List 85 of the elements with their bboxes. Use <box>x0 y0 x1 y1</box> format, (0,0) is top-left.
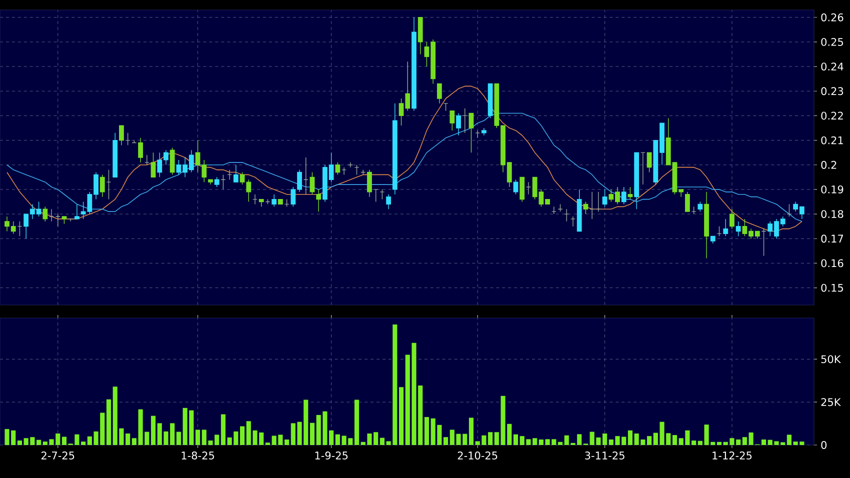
bar <box>62 436 67 445</box>
y-tick-label: 0.16 <box>821 259 844 268</box>
bar <box>468 418 474 445</box>
bar <box>424 417 430 445</box>
bar <box>742 437 747 445</box>
candlestick <box>698 201 703 212</box>
bar <box>220 414 226 445</box>
bar <box>150 416 156 445</box>
candlestick <box>367 169 372 198</box>
y-tick-label: 0 <box>821 441 827 449</box>
candlestick <box>272 194 277 208</box>
candlestick <box>150 152 156 178</box>
y-tick-label: 0.25 <box>821 38 843 46</box>
candlestick <box>736 221 741 237</box>
bar <box>786 434 792 445</box>
x-tick-label: 1-9-25 <box>315 452 348 460</box>
bar <box>692 440 696 445</box>
bar <box>513 434 518 445</box>
x-tick-label: 3-11-25 <box>585 452 624 460</box>
candlestick <box>723 218 728 237</box>
candlestick <box>730 208 734 230</box>
bar <box>716 442 722 445</box>
bar <box>444 437 448 445</box>
bar <box>488 432 493 445</box>
y-tick-label: 0.18 <box>821 210 844 218</box>
candlestick <box>436 83 442 104</box>
y-tick-label: 50K <box>821 355 841 364</box>
candlestick <box>335 162 340 176</box>
bar <box>761 440 766 445</box>
candlestick <box>646 152 652 173</box>
bar <box>36 440 42 445</box>
candlestick <box>233 164 238 182</box>
bar <box>195 430 200 445</box>
bar <box>672 435 678 445</box>
bar <box>132 438 136 445</box>
candlestick <box>513 179 518 195</box>
candlestick <box>628 186 633 200</box>
bar <box>310 422 315 445</box>
candlestick <box>119 125 124 146</box>
bar <box>335 434 340 445</box>
x-tick-label: 1-8-25 <box>182 452 214 460</box>
candlestick <box>316 189 322 212</box>
y-tick-label: 0.22 <box>821 112 843 120</box>
y-tick-label: 0.23 <box>821 87 844 96</box>
y-tick-label: 25K <box>821 398 841 406</box>
x-tick-label: 2-10-25 <box>458 452 498 460</box>
bar <box>628 430 633 445</box>
candlestick <box>621 186 626 205</box>
candlestick <box>456 112 461 136</box>
candlestick <box>685 192 690 212</box>
y-tick-label: 0.2 <box>821 160 836 169</box>
candlestick <box>170 147 175 176</box>
candlestick <box>450 110 455 131</box>
candlestick <box>602 189 608 208</box>
y-tick-label: 0.17 <box>821 234 844 243</box>
bar <box>240 426 245 445</box>
candlestick <box>74 204 80 220</box>
candlestick <box>310 172 315 195</box>
bar <box>106 399 112 445</box>
x-tick-label: 1-12-25 <box>712 452 752 460</box>
bar <box>81 442 86 445</box>
candlestick <box>214 176 220 188</box>
bar <box>354 400 360 445</box>
y-tick-label: 0.21 <box>821 136 843 144</box>
bar <box>398 387 404 445</box>
bar <box>602 434 608 445</box>
bar <box>380 438 384 445</box>
y-tick-label: 0.19 <box>821 185 844 194</box>
bar <box>17 440 22 445</box>
candlestick <box>386 194 392 210</box>
candlestick <box>520 176 525 202</box>
candlestick <box>100 174 105 198</box>
y-tick-label: 0.24 <box>821 62 844 71</box>
y-tick-label: 0.15 <box>821 284 843 292</box>
candlestick <box>138 137 143 163</box>
x-tick-label: 2-7-25 <box>41 452 74 460</box>
candlestick <box>583 201 588 214</box>
bar <box>558 442 563 445</box>
bar <box>176 432 181 445</box>
bar <box>284 440 290 445</box>
bar <box>538 440 544 445</box>
candlestick <box>42 206 48 222</box>
y-tick-label: 0.26 <box>821 13 844 22</box>
bar <box>647 436 652 445</box>
candlestick <box>468 112 474 153</box>
